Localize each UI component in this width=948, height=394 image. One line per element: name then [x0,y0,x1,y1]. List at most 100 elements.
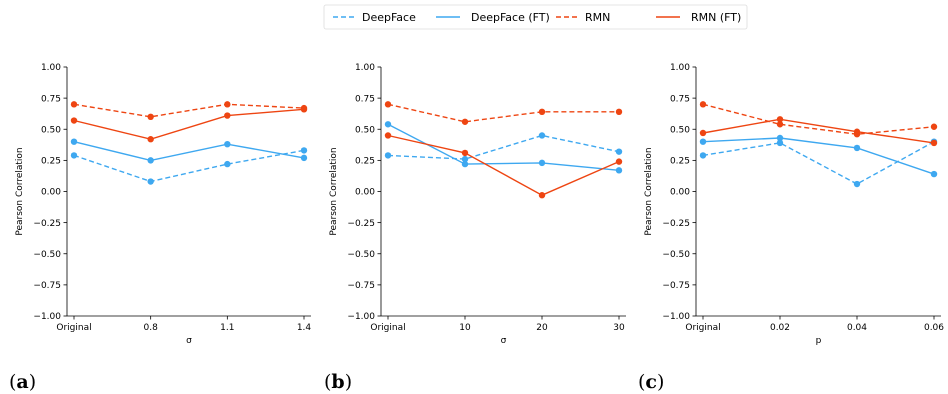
point-deepface-ft [147,157,154,164]
point-rmn [699,101,707,108]
legend: DeepFace DeepFace (FT) RMN RMN (FT) [323,4,748,30]
y-tick-label: 1.00 [41,63,61,73]
series-line-rmn [73,103,305,118]
point-deepface [615,148,623,155]
y-tick-label: −0.75 [33,281,61,291]
point-deepface-ft [384,121,392,128]
chart-panels: 1.00 0.75 0.50 0.25 0.00 −0.25 −0.50 −0.75 −1.00… [9,63,944,393]
point-deepface [384,152,392,159]
y-tick-label: −1.00 [33,312,61,322]
point-rmn-ft [930,139,938,147]
x-tick-label: Original [56,323,91,333]
point-deepface-ft [300,154,308,162]
point-rmn-ft [70,117,78,124]
point-deepface [224,160,231,168]
y-axis-label: Pearson Correlation [15,147,25,235]
point-deepface-ft [538,159,546,167]
point-deepface-ft [699,138,707,145]
y-tick-label: −0.50 [347,250,375,260]
x-tick-label: 10 [459,323,471,333]
legend-label-2: DeepFace (FT) [471,11,550,24]
y-tick-label: 0.25 [41,157,61,167]
point-deepface [147,178,154,185]
panel-label-b: (b) [324,371,352,393]
series-line-deepface-ft [73,141,305,162]
legend-label-4: RMN (FT) [691,11,741,24]
y-tick-label: 0.25 [355,157,375,167]
point-deepface [776,139,784,147]
x-tick-label: Original [685,323,720,333]
panel-b: 1.00 0.75 0.50 0.25 0.00 −0.25 −0.50 −0.75 −1.00… [324,63,626,393]
y-tick-label: −0.75 [347,281,375,291]
x-tick-label: 1.4 [297,323,312,333]
y-tick-label: 0.50 [41,125,61,135]
series-line-rmn-ft [387,134,620,196]
point-deepface [300,147,308,154]
legend-frame [323,4,748,30]
x-tick-label: 30 [613,323,625,333]
y-tick-label: 0.50 [355,125,375,135]
point-rmn [776,121,784,128]
point-deepface-ft [776,134,784,142]
x-tick-label: 0.8 [144,323,159,333]
y-tick-label: −1.00 [347,312,375,322]
y-tick-label: −0.50 [33,250,61,260]
series-line-deepface [73,149,305,183]
series-line-rmn-ft [702,118,935,144]
point-rmn-ft [853,128,861,135]
x-tick-label: Original [370,323,405,333]
y-axis-label: Pearson Correlation [644,147,654,235]
y-tick-label: −0.25 [347,219,375,229]
series-line-deepface [702,141,935,185]
y-tick-label: −1.00 [662,312,690,322]
y-tick-label: 0.75 [41,94,61,104]
panel-label-c: (c) [638,371,664,393]
y-tick-label: 0.00 [355,188,375,198]
point-deepface [699,152,707,159]
y-tick-label: −0.50 [662,250,690,260]
series-line-deepface-ft [702,137,935,175]
point-deepface-ft [615,167,623,174]
point-rmn [384,101,392,108]
y-tick-label: 1.00 [670,63,690,73]
x-tick-label: 0.02 [770,323,790,333]
series-line-rmn [387,103,619,123]
point-rmn-ft [538,192,546,199]
y-tick-label: 0.00 [670,188,690,198]
x-axis-label: σ [186,336,192,346]
series-line-rmn-ft [73,108,305,140]
series-line-deepface-ft [387,123,620,171]
y-tick-label: 0.50 [670,125,690,135]
point-rmn [461,118,469,125]
point-deepface-ft [70,138,78,145]
point-deepface-ft [853,144,861,152]
legend-label-1: DeepFace [362,11,416,24]
point-rmn [70,101,78,108]
point-deepface [853,180,861,188]
point-rmn [615,108,623,116]
series-line-deepface [387,134,620,160]
x-axis-label: p [816,336,822,346]
y-tick-label: 0.75 [670,94,690,104]
panel-a: 1.00 0.75 0.50 0.25 0.00 −0.25 −0.50 −0.75 −1.00… [9,63,311,393]
point-rmn [538,108,546,116]
y-tick-label: −0.75 [662,281,690,291]
point-rmn [930,123,938,130]
point-rmn-ft [300,106,308,113]
point-deepface-ft [224,140,231,148]
point-rmn-ft [615,158,623,165]
y-tick-label: 1.00 [355,63,375,73]
point-rmn [224,101,231,108]
point-deepface [538,132,546,139]
y-tick-label: 0.25 [670,157,690,167]
y-tick-label: −0.25 [662,219,690,229]
point-rmn-ft [147,136,154,143]
y-tick-label: −0.25 [33,219,61,229]
x-tick-label: 1.1 [220,323,234,333]
legend-label-3: RMN [585,11,610,24]
point-deepface-ft [461,160,469,168]
y-axis-label: Pearson Correlation [329,147,339,235]
y-tick-label: 0.00 [41,188,61,198]
x-axis-label: σ [501,336,507,346]
point-rmn-ft [699,129,707,137]
